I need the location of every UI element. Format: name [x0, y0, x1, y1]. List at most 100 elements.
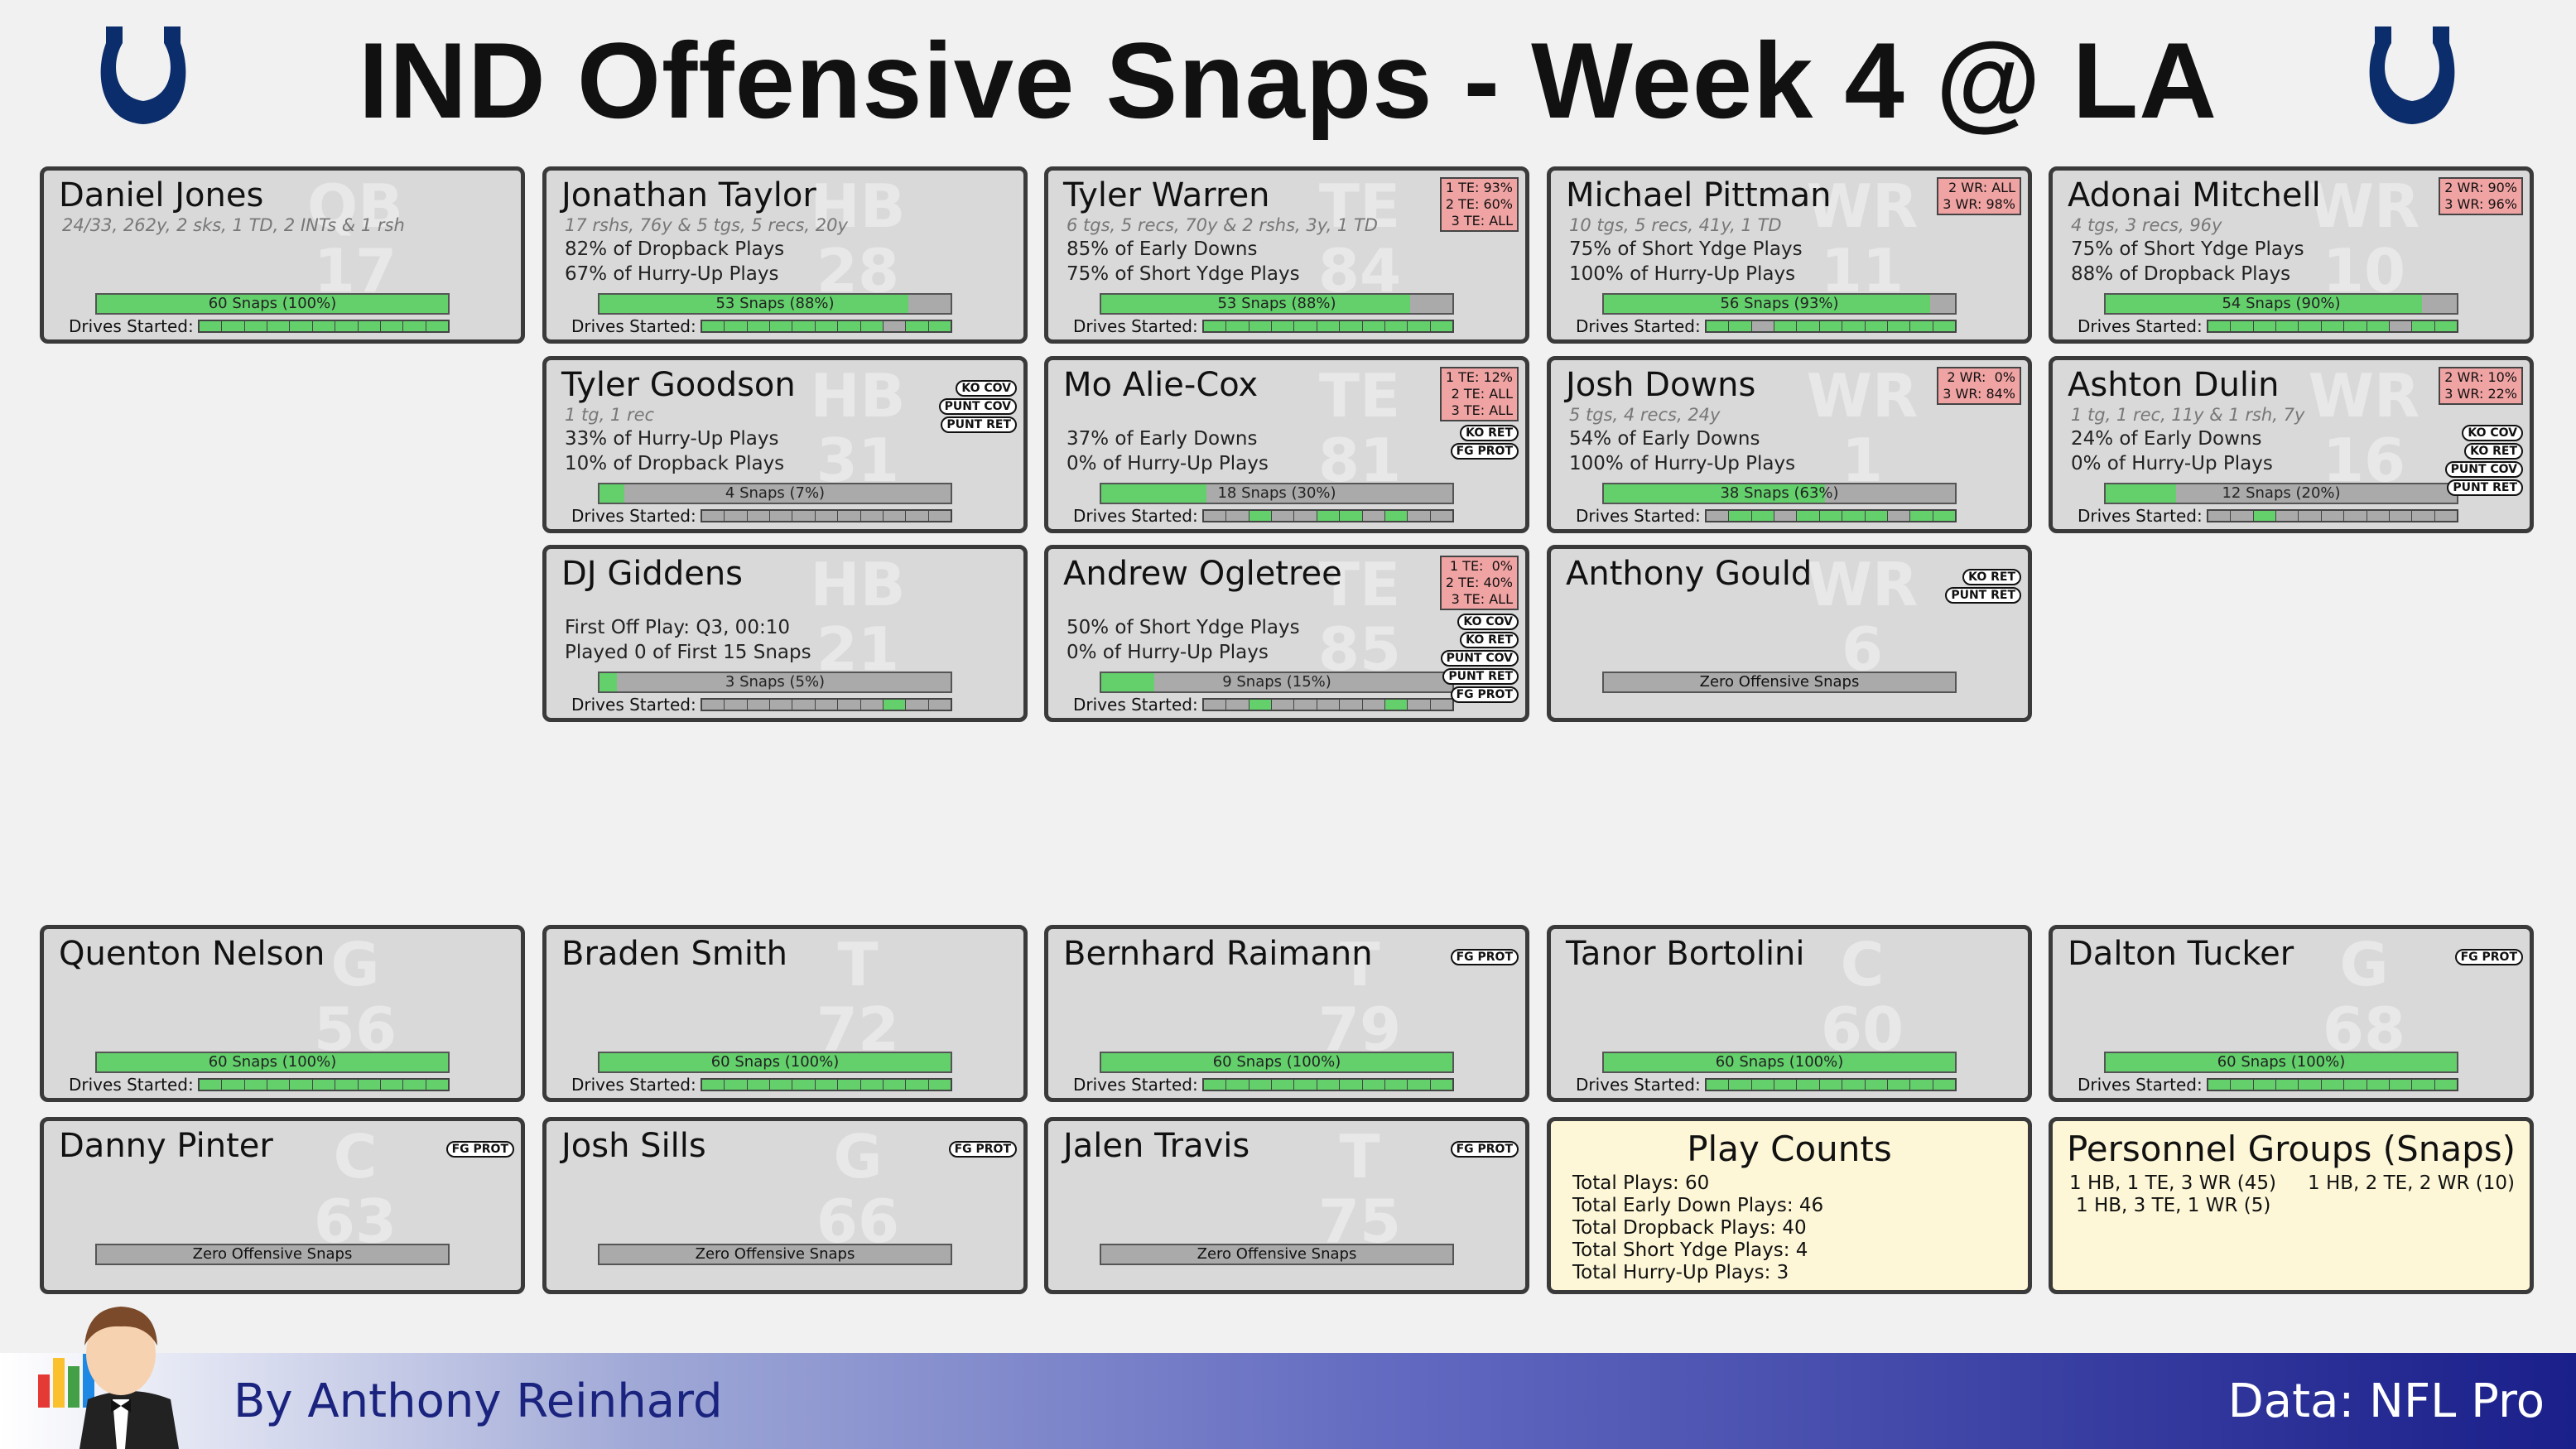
player-name: Josh Sills — [561, 1127, 706, 1165]
position-watermark: C — [333, 1122, 378, 1191]
special-teams-tags: KO COV KO RET PUNT COV PUNT RET — [2444, 425, 2523, 496]
jersey-number-watermark: 75 — [1317, 1187, 1402, 1256]
special-teams-tag: PUNT RET — [2447, 479, 2523, 496]
drive-segment — [1340, 321, 1363, 331]
drive-segment — [1294, 511, 1317, 521]
drive-segment — [1910, 321, 1933, 331]
snap-share-fill — [1604, 295, 1931, 313]
snap-share-fill — [599, 295, 909, 313]
position-number-watermark: QB 17 — [297, 174, 413, 303]
position-watermark: T — [1339, 1122, 1380, 1191]
drive-segment — [883, 1080, 907, 1090]
drive-segment — [906, 321, 929, 331]
jersey-number-watermark: 28 — [816, 236, 900, 306]
drive-segment — [1294, 1080, 1317, 1090]
situational-stat-1: 54% of Early Downs — [1569, 428, 1760, 450]
drive-segment — [403, 321, 426, 331]
drives-started-bar — [1705, 509, 1957, 522]
drive-segment — [1430, 321, 1452, 331]
drive-segment — [358, 1080, 381, 1090]
drives-started-bar — [2207, 509, 2458, 522]
position-number-watermark: G 68 — [2306, 932, 2422, 1061]
player-card: TE 84 Tyler Warren 6 tgs, 5 recs, 70y & 2… — [1044, 166, 1529, 344]
stat-line: 24/33, 262y, 2 sks, 1 TD, 2 INTs & 1 rsh — [62, 215, 405, 235]
drive-segment — [815, 321, 839, 331]
snap-count-label: 12 Snaps (20%) — [2222, 484, 2341, 502]
jersey-number-watermark: 56 — [313, 994, 397, 1064]
drive-segment — [1430, 511, 1452, 521]
zero-snaps-bar: Zero Offensive Snaps — [95, 1244, 450, 1265]
position-number-watermark: T 79 — [1302, 932, 1418, 1061]
drive-segment — [2276, 1080, 2299, 1090]
drives-started-bar — [198, 320, 450, 333]
situational-stat-1: 85% of Early Downs — [1067, 238, 1258, 260]
drive-segment — [860, 321, 884, 331]
player-card: C 63 Danny Pinter Zero Offensive Snaps FG … — [40, 1117, 525, 1294]
drive-segment — [290, 321, 313, 331]
player-card: HB 21 DJ Giddens First Off Play: Q3, 00:1… — [542, 545, 1028, 722]
drive-segment — [1384, 321, 1408, 331]
drive-segment — [1751, 1080, 1775, 1090]
colts-horseshoe-logo-right — [2369, 26, 2455, 124]
drives-started-bar — [701, 1078, 952, 1091]
jersey-number-watermark: 16 — [2322, 426, 2406, 495]
drive-segment — [2208, 321, 2232, 331]
snap-share-fill — [1101, 295, 1411, 313]
jersey-number-watermark: 68 — [2322, 994, 2406, 1064]
colts-horseshoe-logo-left — [100, 26, 186, 124]
special-teams-tags: FG PROT — [1450, 1141, 1519, 1158]
drive-segment — [426, 321, 448, 331]
drive-segment — [883, 321, 907, 331]
personnel-line: 1 HB, 3 TE, 1 WR (5) — [2076, 1195, 2271, 1216]
drive-segment — [702, 511, 725, 521]
drive-segment — [1865, 511, 1888, 521]
position-number-watermark: HB 21 — [800, 552, 916, 681]
player-name: Daniel Jones — [59, 176, 264, 214]
personnel-share-box: 1 TE: 12% 2 TE: ALL 3 TE: ALL — [1439, 367, 1519, 421]
drive-segment — [725, 321, 748, 331]
snap-share-fill — [2106, 484, 2176, 503]
special-teams-tag: PUNT RET — [1442, 668, 1519, 685]
drive-segment — [1317, 511, 1341, 521]
special-teams-tag: KO RET — [2464, 443, 2523, 460]
drive-segment — [725, 700, 748, 710]
position-number-watermark: WR 10 — [2306, 174, 2422, 303]
personnel-share-box: 2 WR: ALL 3 WR: 98% — [1937, 177, 2021, 215]
drive-segment — [1910, 1080, 1933, 1090]
drive-segment — [2299, 511, 2322, 521]
position-watermark: T — [837, 930, 879, 999]
situational-stat-1: 24% of Early Downs — [2071, 428, 2262, 450]
special-teams-tag: KO COV — [2462, 425, 2523, 441]
drives-started-label: Drives Started: — [2078, 506, 2203, 526]
situational-stat-2: 0% of Hurry-Up Plays — [1067, 642, 1269, 663]
player-name: Tanor Bortolini — [1566, 935, 1805, 973]
jersey-number-watermark: 31 — [816, 426, 900, 495]
drive-segment — [928, 700, 951, 710]
drive-segment — [838, 1080, 861, 1090]
snap-share-bar: 60 Snaps (100%) — [598, 1052, 952, 1073]
drive-segment — [1910, 511, 1933, 521]
drive-segment — [267, 321, 291, 331]
drive-segment — [1226, 511, 1249, 521]
snap-share-fill — [599, 673, 618, 691]
drive-segment — [883, 700, 907, 710]
snap-count-label: 60 Snaps (100%) — [208, 295, 337, 312]
jersey-number-watermark: 79 — [1317, 994, 1402, 1064]
drives-started-label: Drives Started: — [1576, 506, 1701, 526]
drive-segment — [2276, 321, 2299, 331]
personnel-row: 1 HB, 1 TE, 3 WR (45) 1 HB, 2 TE, 2 WR (… — [2053, 1172, 2530, 1195]
snap-share-fill — [1604, 1053, 1955, 1071]
special-teams-tag: FG PROT — [948, 1141, 1017, 1158]
drive-segment — [1887, 511, 1911, 521]
player-name: Tyler Goodson — [561, 366, 796, 404]
stat-line: 4 tgs, 3 recs, 96y — [2071, 215, 2222, 235]
player-card: WR 16 Ashton Dulin 1 tg, 1 rec, 11y & 1 r… — [2049, 356, 2534, 533]
personnel-share-box: 2 WR: 90% 3 WR: 96% — [2439, 177, 2523, 215]
jersey-number-watermark: 81 — [1317, 426, 1402, 495]
drive-segment — [1842, 511, 1866, 521]
drive-segment — [906, 1080, 929, 1090]
drives-started-bar — [2207, 320, 2458, 333]
personnel-title: Personnel Groups (Snaps) — [2066, 1129, 2516, 1169]
drives-started-bar — [1202, 1078, 1454, 1091]
player-name: Mo Alie-Cox — [1063, 366, 1259, 404]
